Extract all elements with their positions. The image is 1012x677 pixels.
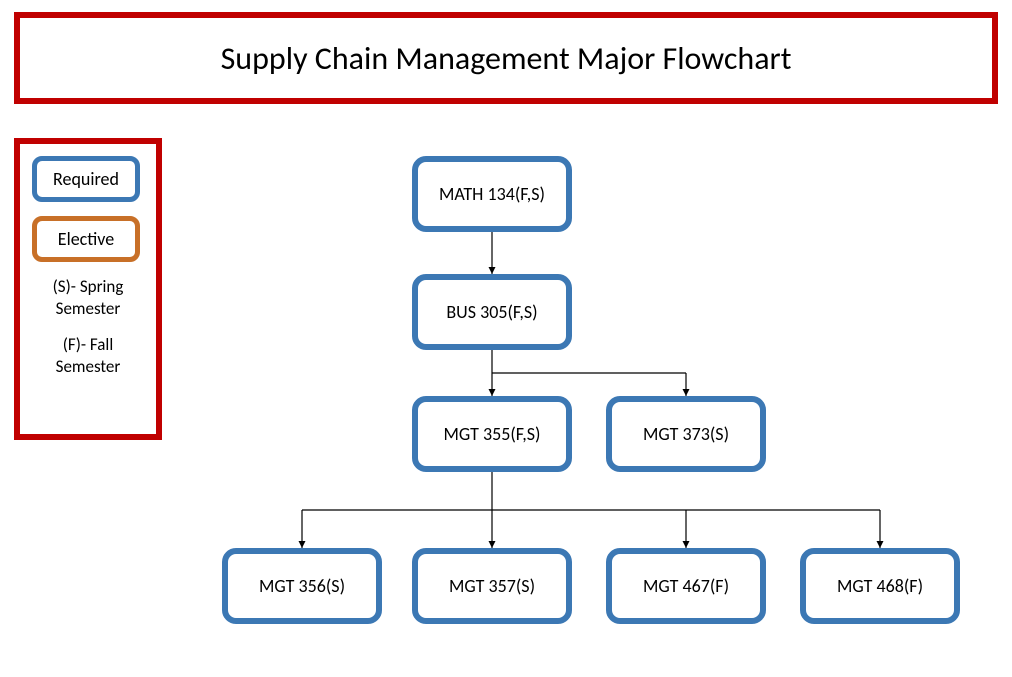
node-label: MGT 467(F)	[643, 575, 729, 597]
node-label: MGT 355(F,S)	[443, 423, 540, 445]
legend-elective-label: Elective	[58, 228, 114, 250]
node-label: MGT 356(S)	[259, 575, 345, 597]
legend-required: Required	[32, 156, 140, 202]
node-label: MGT 357(S)	[449, 575, 535, 597]
node-mgt357: MGT 357(S)	[412, 548, 572, 624]
node-mgt356: MGT 356(S)	[222, 548, 382, 624]
legend-fall-text: (F)- Fall Semester	[32, 334, 144, 378]
node-mgt355: MGT 355(F,S)	[412, 396, 572, 472]
node-mgt373: MGT 373(S)	[606, 396, 766, 472]
node-label: MGT 468(F)	[837, 575, 923, 597]
node-math134: MATH 134(F,S)	[412, 156, 572, 232]
node-label: MATH 134(F,S)	[439, 183, 545, 205]
legend-required-label: Required	[53, 168, 119, 190]
node-mgt468: MGT 468(F)	[800, 548, 960, 624]
legend-spring-text: (S)- Spring Semester	[32, 276, 144, 320]
title-box: Supply Chain Management Major Flowchart	[14, 12, 998, 104]
node-label: MGT 373(S)	[643, 423, 729, 445]
page-title: Supply Chain Management Major Flowchart	[221, 39, 792, 78]
legend-box: Required Elective (S)- Spring Semester (…	[14, 138, 162, 440]
node-bus305: BUS 305(F,S)	[412, 274, 572, 350]
node-mgt467: MGT 467(F)	[606, 548, 766, 624]
legend-elective: Elective	[32, 216, 140, 262]
node-label: BUS 305(F,S)	[446, 301, 537, 323]
